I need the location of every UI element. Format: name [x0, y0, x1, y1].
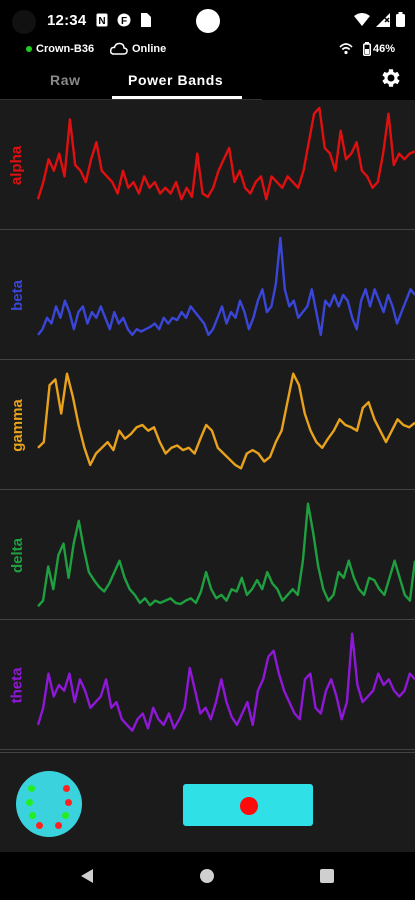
app-icon: F: [117, 13, 131, 27]
band-alpha: alpha: [0, 100, 415, 230]
bottom-controls: [0, 752, 415, 852]
punch-hole-camera: [196, 9, 220, 33]
tab-selected-indicator: [112, 96, 242, 99]
front-camera: [12, 10, 36, 34]
cloud-icon: [110, 42, 128, 55]
system-nav-bar: [0, 852, 415, 900]
svg-text:F: F: [121, 16, 127, 27]
band-theta: theta: [0, 620, 415, 750]
svg-text:N: N: [98, 16, 105, 27]
back-icon[interactable]: [80, 868, 94, 884]
alpha-series-line: [36, 106, 415, 201]
status-time: 12:34: [47, 12, 87, 29]
connection-dot: [26, 46, 32, 52]
device-name: Crown-B36: [36, 43, 95, 55]
status-bar: 12:34 N F: [0, 0, 415, 42]
sensor-dot: [65, 799, 72, 806]
sensor-dot: [62, 812, 69, 819]
theta-line: [36, 632, 415, 732]
tab-raw[interactable]: Raw: [50, 72, 81, 88]
sensor-dot: [55, 822, 62, 829]
gear-icon[interactable]: [379, 66, 403, 90]
status-right: [354, 12, 405, 27]
home-icon[interactable]: [200, 869, 214, 883]
beta-line: [37, 236, 415, 337]
connection-status: Online: [132, 43, 167, 55]
sensor-dot: [36, 822, 43, 829]
recents-icon[interactable]: [320, 869, 334, 883]
delta-line: [37, 502, 415, 608]
headset-sensor-map[interactable]: [16, 771, 82, 837]
beta-series-line: [37, 236, 415, 337]
tab-bar: Raw Power Bands: [0, 62, 415, 100]
record-icon: [240, 797, 258, 815]
device-battery-icon: [363, 42, 371, 56]
band-gamma: gamma: [0, 360, 415, 490]
gamma-series-line: [37, 372, 415, 470]
delta-series-line: [37, 502, 415, 608]
battery-icon: [396, 12, 405, 27]
notification-icon: N: [96, 13, 108, 27]
alpha-line: [36, 106, 415, 201]
sensor-dot: [63, 785, 70, 792]
gamma-line: [37, 372, 415, 470]
power-bands-charts: alpha beta gamma delta theta: [0, 100, 415, 752]
wifi-icon: [354, 12, 370, 26]
sim-card-icon: [141, 13, 151, 27]
tab-divider: [0, 99, 262, 100]
device-battery-percent: 46%: [372, 43, 395, 55]
theta-series-line: [36, 632, 415, 732]
record-button[interactable]: [183, 784, 313, 826]
band-beta: beta: [0, 230, 415, 360]
band-delta: delta: [0, 490, 415, 620]
tab-power-bands[interactable]: Power Bands: [128, 72, 224, 88]
sensor-dot: [29, 812, 36, 819]
device-wifi-icon: [339, 43, 353, 55]
sensor-dot: [26, 799, 33, 806]
sensor-dot: [28, 785, 35, 792]
signal-icon: [376, 12, 390, 27]
device-status-row: Crown-B36 Online 46%: [0, 42, 415, 60]
